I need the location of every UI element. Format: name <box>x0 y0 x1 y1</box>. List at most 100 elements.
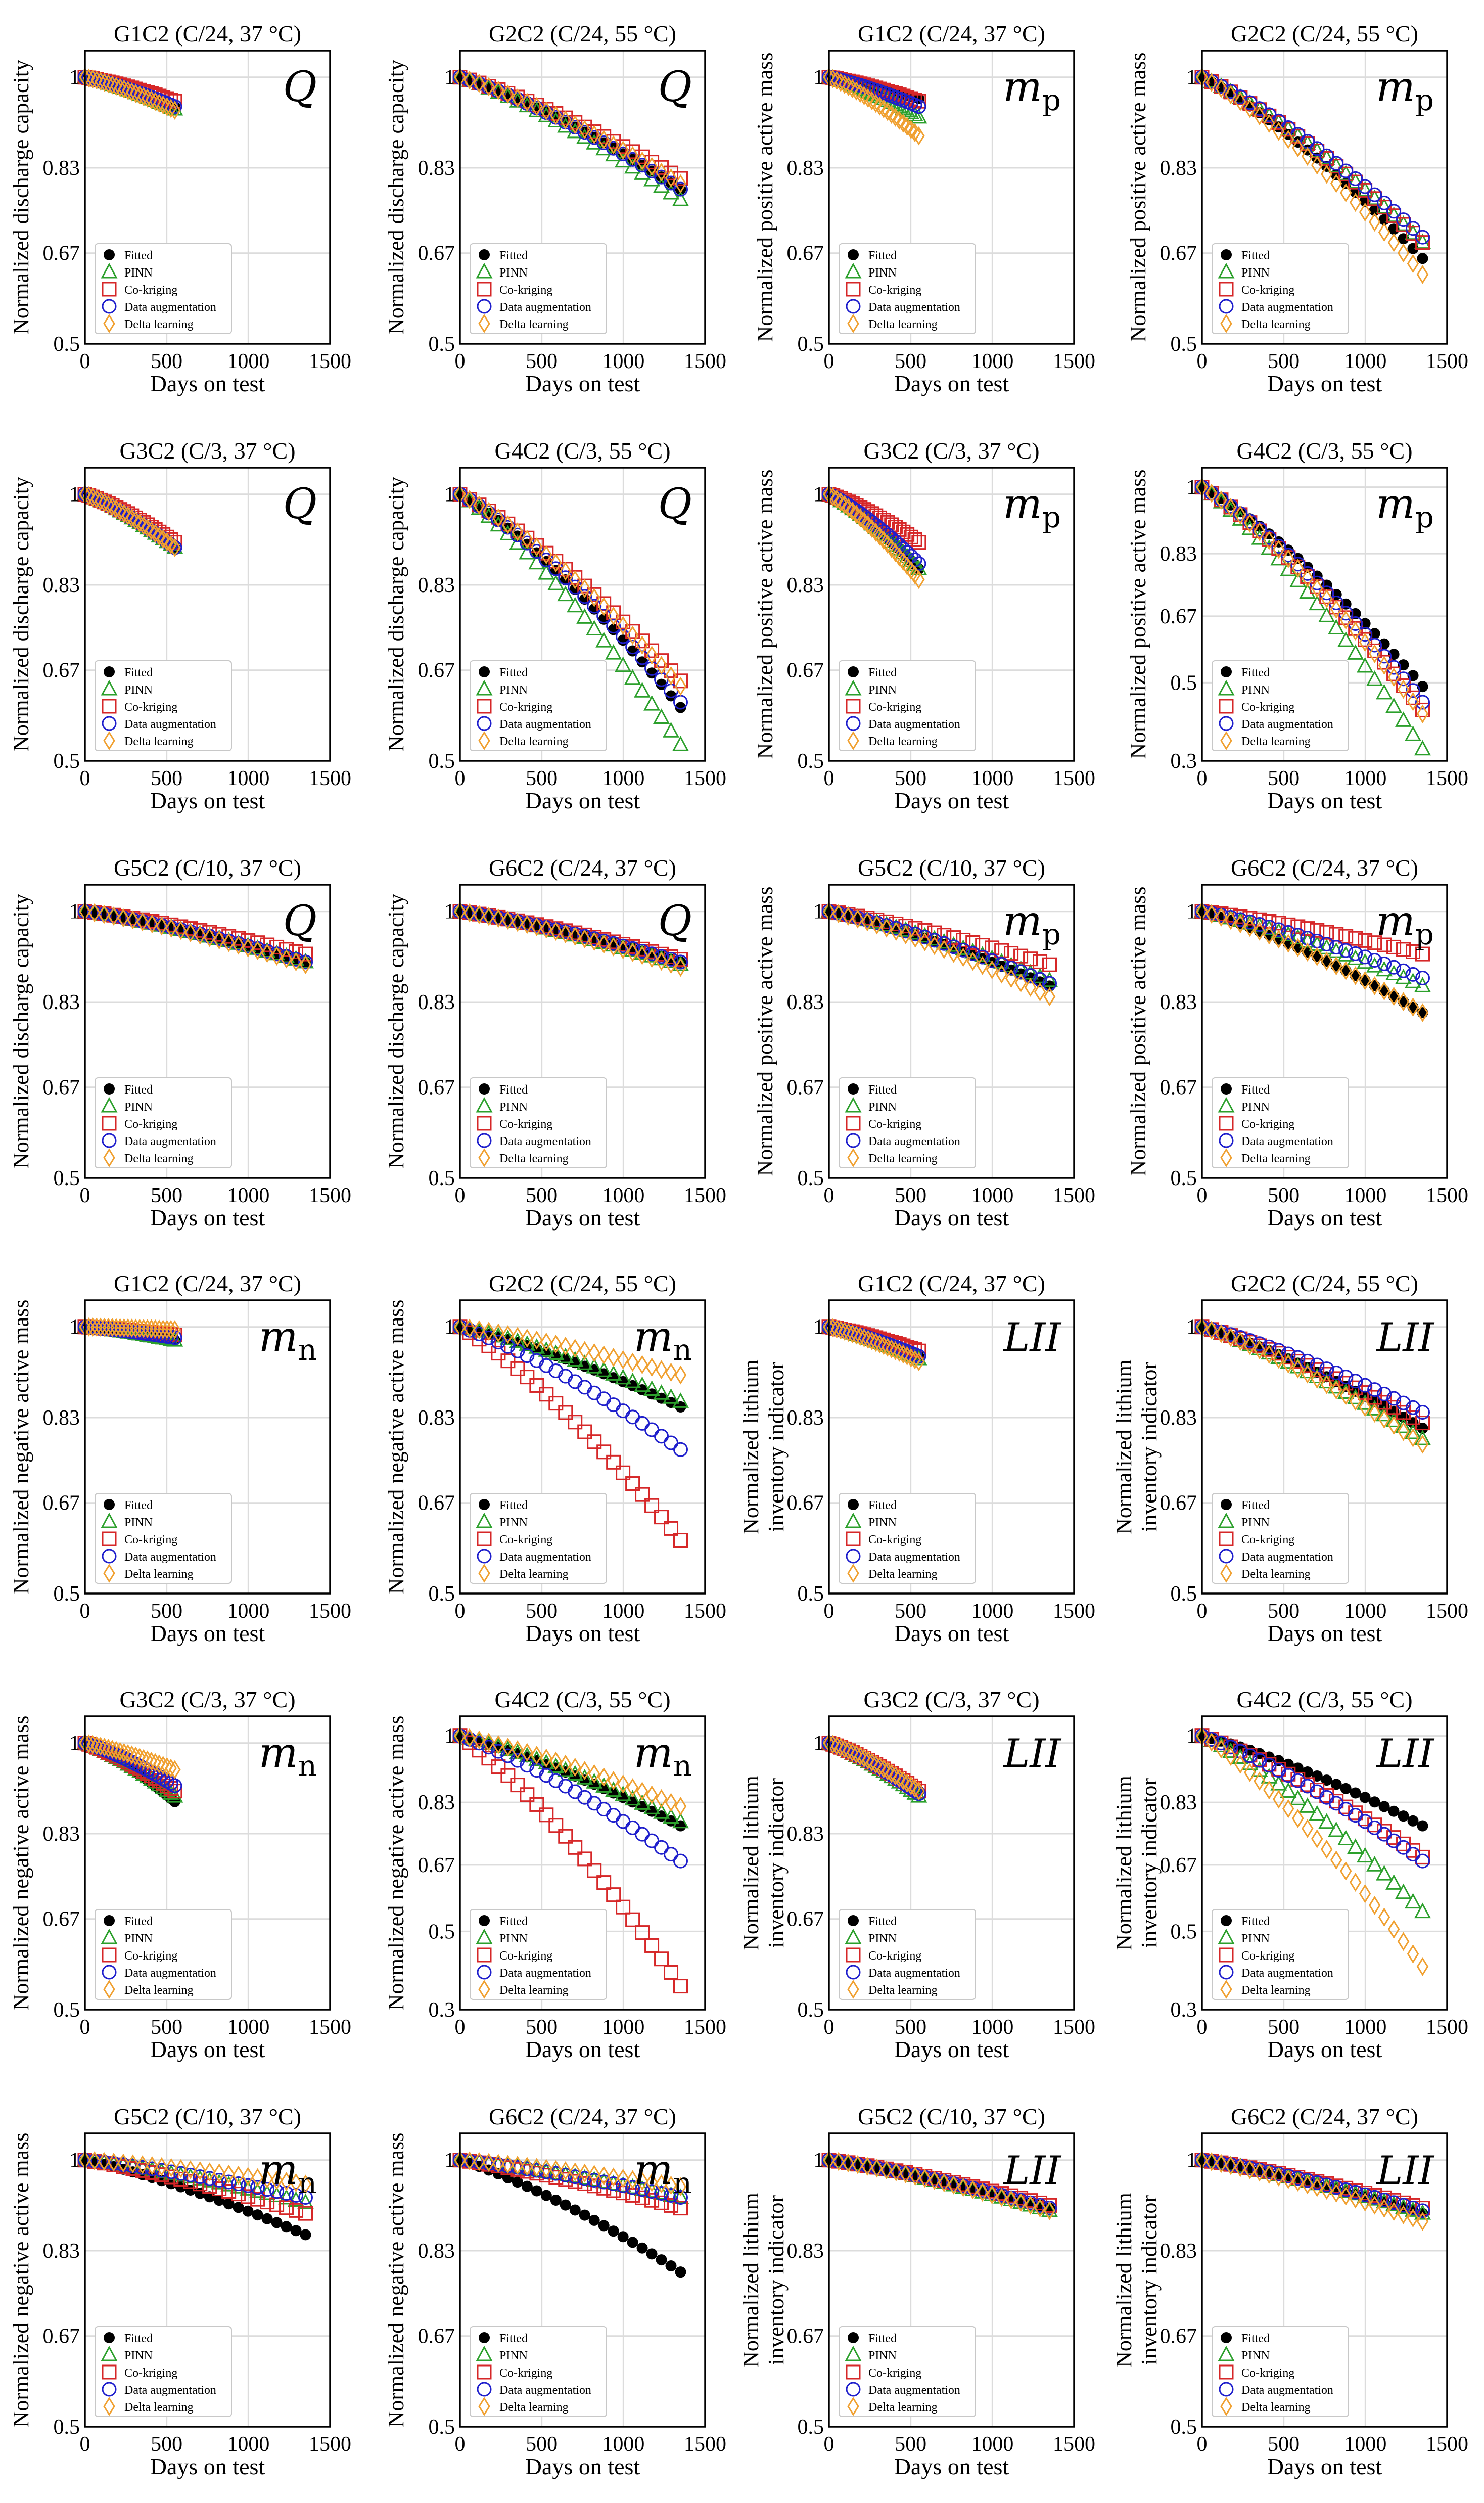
legend-label: Co-kriging <box>499 701 552 714</box>
subplot-title: G1C2 (C/24, 37 °C) <box>114 1270 301 1296</box>
data-point <box>913 1352 925 1372</box>
plot-frame <box>459 1715 706 2011</box>
data-point <box>548 1396 564 1411</box>
x-tick-label: 1000 <box>1344 1600 1386 1623</box>
quantity-symbol: mp <box>1003 63 1061 117</box>
data-point <box>118 1318 130 1338</box>
data-point <box>559 924 572 943</box>
y-tick-label: 0.5 <box>429 1167 455 1190</box>
data-point <box>606 1454 621 1470</box>
data-point <box>106 75 118 95</box>
y-tick-label: 1 <box>813 483 824 507</box>
legend-marker-pinn <box>101 1928 118 1944</box>
series-delta <box>1196 2150 1429 2231</box>
data-point <box>898 919 913 934</box>
x-tick-label: 1000 <box>971 1600 1013 1623</box>
data-point <box>615 656 632 672</box>
legend-label: Co-kriging <box>499 1118 552 1131</box>
data-point <box>1377 1395 1392 1410</box>
legend-marker-cokriging <box>1219 699 1234 714</box>
legend-box <box>470 1909 607 2000</box>
legend-label: Fitted <box>868 666 897 679</box>
legend-label: Co-kriging <box>868 1949 921 1963</box>
x-tick-label: 1500 <box>1053 1184 1095 1207</box>
data-point <box>568 1840 583 1855</box>
data-point <box>882 1338 894 1357</box>
data-point <box>654 160 669 175</box>
x-axis-label: Days on test <box>150 1205 265 1231</box>
data-point <box>1405 725 1422 741</box>
data-point <box>1215 490 1227 510</box>
x-tick-label: 0 <box>824 2016 834 2039</box>
data-point <box>1339 610 1352 630</box>
data-point <box>483 1322 495 1341</box>
data-point <box>880 2160 893 2180</box>
subplot-title: G4C2 (C/3, 55 °C) <box>494 1687 670 1712</box>
legend-marker-delta <box>1220 1564 1232 1583</box>
data-point <box>1319 925 1334 940</box>
data-point <box>1254 922 1266 941</box>
subplot-title: G2C2 (C/24, 55 °C) <box>1231 1270 1418 1296</box>
data-point <box>607 937 620 957</box>
data-point <box>1282 130 1294 149</box>
legend-label: Delta learning <box>1241 318 1311 331</box>
data-point <box>1359 1397 1371 1417</box>
legend-label: Co-kriging <box>1241 284 1294 297</box>
legend-label: PINN <box>499 1516 528 1529</box>
legend-marker-pinn <box>101 1512 118 1528</box>
data-point <box>1406 690 1421 705</box>
data-point <box>866 1331 878 1351</box>
data-point <box>616 1899 631 1915</box>
data-point <box>1225 497 1237 517</box>
data-point <box>88 903 101 923</box>
data-point <box>110 499 122 519</box>
data-point <box>1263 1780 1275 1800</box>
data-point <box>502 1325 514 1344</box>
data-point <box>290 952 302 972</box>
data-point <box>299 955 312 975</box>
data-point <box>1369 980 1380 991</box>
data-point <box>1309 1805 1326 1821</box>
data-point <box>269 939 285 954</box>
legend-marker-augmentation <box>102 299 117 314</box>
data-point <box>854 1327 866 1346</box>
data-point <box>1263 925 1275 945</box>
data-point <box>909 1779 921 1798</box>
legend-label: Fitted <box>124 1915 153 1928</box>
data-point <box>491 1759 506 1774</box>
legend-marker-pinn <box>476 679 493 696</box>
data-point <box>512 88 524 108</box>
legend-marker-augmentation <box>846 2382 861 2397</box>
data-point <box>1367 187 1382 202</box>
data-point <box>1301 942 1314 962</box>
subplot-title: G6C2 (C/24, 37 °C) <box>1231 855 1418 881</box>
y-tick-label: 0.83 <box>1160 2240 1197 2263</box>
data-point <box>118 504 130 523</box>
data-point <box>127 2154 139 2174</box>
x-tick-label: 1000 <box>971 2433 1013 2456</box>
data-point <box>890 2162 902 2182</box>
y-tick-label: 0.67 <box>1160 1492 1197 1515</box>
data-point <box>1252 912 1267 927</box>
subplot-title: G2C2 (C/24, 55 °C) <box>1231 21 1418 47</box>
y-axis-label: inventory indicator <box>1137 2195 1162 2365</box>
data-point <box>483 2153 495 2172</box>
legend-label: Fitted <box>124 2332 153 2345</box>
data-point <box>567 1765 584 1781</box>
data-point <box>1033 954 1048 969</box>
legend-marker-cokriging <box>846 1947 861 1963</box>
legend-marker-delta <box>478 1564 490 1583</box>
legend-label: Data augmentation <box>868 1135 960 1148</box>
legend-label: PINN <box>499 684 528 697</box>
y-tick-label: 0.67 <box>787 1076 824 1100</box>
data-point <box>995 2188 1008 2207</box>
data-point <box>854 1746 866 1766</box>
data-point <box>145 1319 158 1339</box>
data-point <box>153 94 165 113</box>
data-point <box>540 545 552 565</box>
